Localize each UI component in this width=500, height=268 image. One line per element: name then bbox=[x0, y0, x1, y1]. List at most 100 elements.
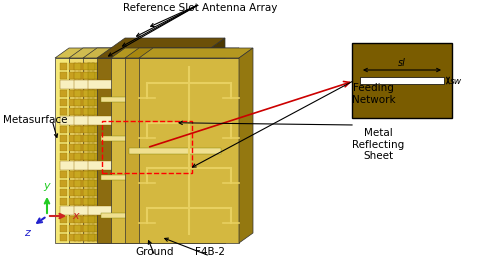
Bar bbox=[119, 135, 126, 142]
Bar bbox=[146, 90, 153, 96]
Bar bbox=[96, 90, 103, 96]
Bar bbox=[83, 143, 90, 151]
Bar bbox=[110, 198, 117, 204]
Bar bbox=[105, 152, 112, 159]
Bar bbox=[92, 62, 99, 69]
Bar bbox=[114, 198, 121, 204]
Bar bbox=[132, 180, 139, 187]
Bar bbox=[105, 125, 112, 132]
Bar bbox=[169, 188, 176, 195]
Bar bbox=[105, 188, 112, 195]
Bar bbox=[87, 170, 94, 177]
Bar bbox=[101, 198, 108, 204]
Bar bbox=[155, 135, 162, 142]
Bar bbox=[97, 99, 104, 106]
Bar bbox=[110, 72, 117, 79]
Bar bbox=[119, 99, 126, 106]
Bar bbox=[133, 62, 140, 69]
Bar bbox=[114, 152, 121, 159]
Bar bbox=[110, 152, 117, 159]
Bar bbox=[110, 107, 117, 114]
Bar bbox=[96, 225, 103, 232]
Bar bbox=[92, 188, 99, 195]
Bar bbox=[60, 80, 148, 88]
Bar bbox=[137, 225, 144, 232]
Bar bbox=[146, 170, 153, 177]
Bar bbox=[123, 215, 130, 222]
Bar bbox=[160, 152, 167, 159]
Bar bbox=[87, 125, 94, 132]
Bar bbox=[96, 152, 103, 159]
Bar bbox=[160, 143, 167, 151]
Bar bbox=[101, 170, 108, 177]
Bar bbox=[110, 225, 117, 232]
Bar bbox=[114, 143, 121, 151]
Bar bbox=[123, 188, 130, 195]
Bar bbox=[123, 152, 130, 159]
Bar bbox=[110, 188, 117, 195]
Bar bbox=[87, 143, 94, 151]
Bar bbox=[132, 198, 139, 204]
Bar bbox=[119, 72, 126, 79]
Bar bbox=[119, 198, 126, 204]
Bar bbox=[88, 107, 95, 114]
Bar bbox=[124, 90, 131, 96]
Bar bbox=[101, 135, 108, 142]
Bar bbox=[97, 72, 104, 79]
Bar bbox=[141, 62, 148, 69]
Bar bbox=[60, 206, 148, 214]
Bar bbox=[137, 188, 144, 195]
Bar bbox=[92, 198, 99, 204]
Bar bbox=[60, 116, 148, 125]
Bar bbox=[97, 125, 104, 132]
Bar bbox=[142, 198, 149, 204]
Bar bbox=[128, 90, 135, 96]
Polygon shape bbox=[169, 48, 183, 243]
Bar bbox=[60, 135, 67, 142]
Bar bbox=[132, 233, 139, 240]
Bar bbox=[133, 143, 140, 151]
Bar bbox=[128, 152, 135, 159]
Bar bbox=[124, 143, 131, 151]
Bar bbox=[83, 135, 90, 142]
Bar bbox=[137, 233, 144, 240]
Bar bbox=[60, 90, 67, 96]
Bar bbox=[105, 143, 112, 151]
Bar bbox=[69, 125, 76, 132]
Bar bbox=[105, 62, 112, 69]
Polygon shape bbox=[83, 48, 197, 58]
Bar bbox=[132, 225, 139, 232]
Bar bbox=[146, 215, 153, 222]
Bar bbox=[128, 180, 135, 187]
Bar bbox=[160, 72, 167, 79]
Bar bbox=[133, 225, 140, 232]
Bar bbox=[97, 62, 104, 69]
Bar bbox=[155, 180, 162, 187]
Bar bbox=[146, 188, 153, 195]
Bar bbox=[69, 170, 76, 177]
Bar bbox=[128, 225, 135, 232]
Bar bbox=[123, 143, 130, 151]
Polygon shape bbox=[183, 48, 197, 243]
Bar bbox=[141, 188, 148, 195]
Bar bbox=[110, 180, 117, 187]
Bar bbox=[96, 135, 103, 142]
Bar bbox=[60, 161, 148, 169]
Bar bbox=[114, 99, 121, 106]
Bar bbox=[155, 152, 162, 159]
Bar bbox=[169, 107, 176, 114]
Bar bbox=[115, 170, 122, 177]
Bar bbox=[87, 198, 94, 204]
Bar bbox=[83, 225, 90, 232]
Bar bbox=[141, 233, 148, 240]
Bar bbox=[146, 180, 153, 187]
Bar bbox=[137, 198, 144, 204]
Bar bbox=[105, 233, 112, 240]
Bar bbox=[137, 152, 144, 159]
Bar bbox=[146, 225, 153, 232]
Bar bbox=[146, 143, 153, 151]
Bar bbox=[133, 170, 140, 177]
Bar bbox=[69, 99, 76, 106]
Polygon shape bbox=[239, 48, 253, 243]
Bar bbox=[146, 233, 153, 240]
